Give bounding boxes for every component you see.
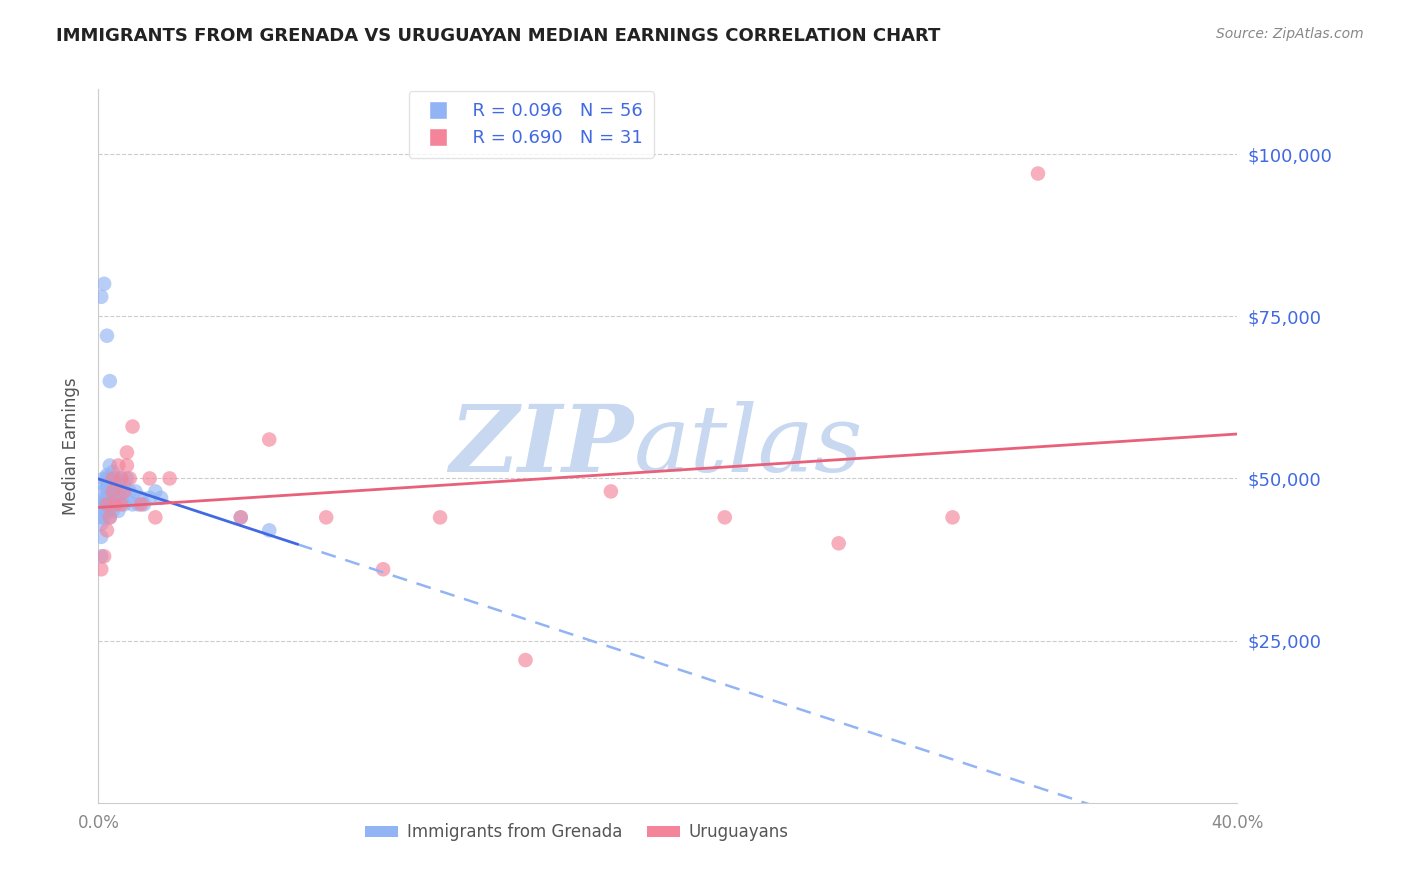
Point <box>112 497 135 511</box>
Point <box>107 491 129 505</box>
Point <box>93 491 115 505</box>
Point <box>93 504 115 518</box>
Point <box>159 471 181 485</box>
Point <box>138 471 160 485</box>
Point <box>110 491 132 505</box>
Point <box>229 510 252 524</box>
Point <box>96 524 118 538</box>
Point <box>96 468 118 483</box>
Point <box>98 510 121 524</box>
Point <box>98 458 121 473</box>
Point <box>104 497 127 511</box>
Point <box>90 510 112 524</box>
Point <box>90 530 112 544</box>
Point <box>942 510 965 524</box>
Point <box>828 536 851 550</box>
Point <box>104 497 127 511</box>
Point <box>315 510 337 524</box>
Point <box>115 491 138 505</box>
Point <box>101 491 124 505</box>
Point <box>121 497 143 511</box>
Legend: Immigrants from Grenada, Uruguayans: Immigrants from Grenada, Uruguayans <box>359 817 796 848</box>
Point <box>101 465 124 479</box>
Point <box>96 471 118 485</box>
Point <box>90 290 112 304</box>
Point <box>714 510 737 524</box>
Point <box>110 497 132 511</box>
Point <box>115 471 138 485</box>
Point <box>93 494 115 508</box>
Point <box>132 497 155 511</box>
Point <box>96 504 118 518</box>
Point <box>124 484 146 499</box>
Point <box>515 653 537 667</box>
Point <box>90 497 112 511</box>
Point <box>98 497 121 511</box>
Point <box>429 510 451 524</box>
Point <box>1026 167 1049 181</box>
Point <box>150 491 173 505</box>
Point <box>93 478 115 492</box>
Text: ZIP: ZIP <box>450 401 634 491</box>
Point <box>229 510 252 524</box>
Point <box>98 471 121 485</box>
Text: Source: ZipAtlas.com: Source: ZipAtlas.com <box>1216 27 1364 41</box>
Point <box>115 458 138 473</box>
Point <box>145 510 167 524</box>
Point <box>96 328 118 343</box>
Point <box>110 471 132 485</box>
Point <box>93 484 115 499</box>
Y-axis label: Median Earnings: Median Earnings <box>62 377 80 515</box>
Point <box>101 504 124 518</box>
Point <box>90 516 112 531</box>
Point <box>98 484 121 499</box>
Point <box>93 510 115 524</box>
Point <box>93 497 115 511</box>
Point <box>115 445 138 459</box>
Point <box>93 471 115 485</box>
Point <box>107 458 129 473</box>
Point <box>93 549 115 564</box>
Point <box>96 497 118 511</box>
Point <box>90 549 112 564</box>
Point <box>93 277 115 291</box>
Point <box>373 562 395 576</box>
Text: IMMIGRANTS FROM GRENADA VS URUGUAYAN MEDIAN EARNINGS CORRELATION CHART: IMMIGRANTS FROM GRENADA VS URUGUAYAN MED… <box>56 27 941 45</box>
Point <box>96 481 118 495</box>
Point <box>118 484 141 499</box>
Point <box>129 491 152 505</box>
Point <box>107 478 129 492</box>
Point <box>107 504 129 518</box>
Point <box>259 433 281 447</box>
Point <box>96 491 118 505</box>
Text: atlas: atlas <box>634 401 863 491</box>
Point <box>121 419 143 434</box>
Point <box>98 374 121 388</box>
Point <box>96 497 118 511</box>
Point <box>98 510 121 524</box>
Point <box>129 497 152 511</box>
Point <box>104 484 127 499</box>
Point <box>101 484 124 499</box>
Point <box>101 478 124 492</box>
Point <box>96 478 118 492</box>
Point <box>101 471 124 485</box>
Point <box>104 471 127 485</box>
Point <box>112 484 135 499</box>
Point <box>127 497 149 511</box>
Point <box>112 478 135 492</box>
Point <box>145 484 167 499</box>
Point <box>118 471 141 485</box>
Point <box>110 471 132 485</box>
Point <box>600 484 623 499</box>
Point <box>259 524 281 538</box>
Point <box>138 491 160 505</box>
Point <box>90 562 112 576</box>
